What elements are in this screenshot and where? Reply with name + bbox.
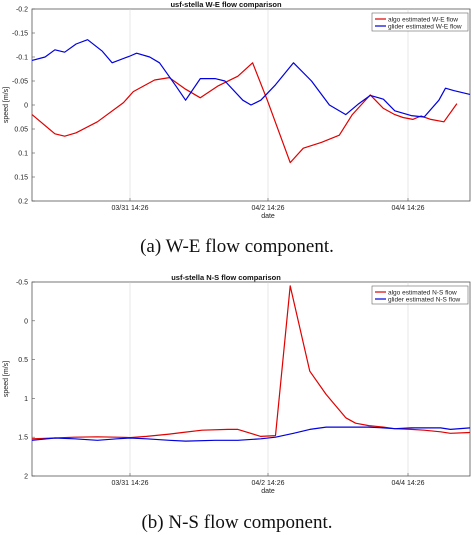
series-line-algo	[31, 285, 471, 440]
chart-ns: -0.5 0 0.5 1 1.5 2 03/31 14:26 04/2 14:26 04/4 1…	[3, 273, 471, 495]
x-tick-label: 03/31 14:26	[112, 205, 149, 212]
chart-title: usf-stella N-S flow comparison	[171, 273, 281, 282]
y-tick-label: 0	[24, 103, 28, 110]
y-axis-label: speed [m/s]	[3, 87, 10, 123]
legend	[371, 285, 469, 305]
y-tick-label: 0	[24, 318, 28, 325]
y-tick-label: 0.5	[18, 357, 28, 364]
y-tick-label: -0.05	[12, 79, 28, 86]
plot-area	[31, 281, 471, 477]
y-tick-label: 0.2	[18, 199, 28, 206]
y-tick-label: 1	[24, 396, 28, 403]
y-tick-label: -0.15	[12, 31, 28, 38]
legend-label: glider estimated N-S flow	[388, 296, 461, 303]
caption-b: (b) N-S flow component.	[141, 512, 333, 533]
legend-label: algo estimated W-E flow	[388, 16, 458, 23]
x-tick-label: 04/2 14:26	[251, 205, 284, 212]
x-tick-label: 04/4 14:26	[391, 205, 424, 212]
y-tick-label: -0.5	[16, 280, 28, 287]
legend	[371, 12, 469, 32]
legend-label: glider estimated W-E flow	[388, 23, 462, 30]
y-tick-label: 0.05	[14, 127, 28, 134]
caption-a: (a) W-E flow component.	[140, 236, 334, 257]
chart-we: -0.2 -0.15 -0.1 -0.05 0 0.05 0.1 0.15 0.2 03/31 1…	[3, 0, 471, 220]
y-tick-label: 1.5	[18, 435, 28, 442]
series-line-glider	[31, 39, 471, 118]
y-tick-label: -0.1	[16, 55, 28, 62]
y-tick-label: -0.2	[16, 7, 28, 14]
x-tick-label: 04/2 14:26	[251, 480, 284, 487]
y-axis-label: speed [m/s]	[3, 361, 10, 397]
chart-title: usf-stella W-E flow comparison	[170, 0, 282, 9]
x-axis-label: date	[261, 213, 275, 220]
series-line-algo	[31, 62, 458, 164]
x-tick-label: 04/4 14:26	[391, 480, 424, 487]
y-tick-label: 0.15	[14, 175, 28, 182]
y-tick-label: 0.1	[18, 151, 28, 158]
y-tick-label: 2	[24, 474, 28, 481]
series-line-glider	[31, 426, 471, 442]
x-axis-label: date	[261, 488, 275, 495]
x-tick-label: 03/31 14:26	[112, 480, 149, 487]
legend-label: algo estimated N-S flow	[388, 289, 457, 296]
